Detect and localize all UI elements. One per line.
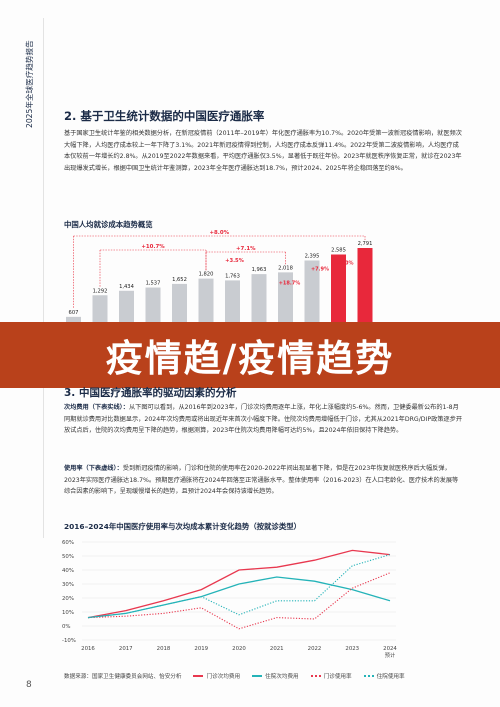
series-line bbox=[87, 554, 391, 619]
x-tick-label: 2017 bbox=[119, 646, 133, 652]
cost-text: 从下图可以看到，从2016年到2023年，门诊次均费用逐年上涨，年化上涨幅度约5… bbox=[64, 404, 463, 435]
side-title: 2025年全球医疗趋势报告 bbox=[22, 10, 36, 130]
legend-inpatient-usage: 住院使用率 bbox=[363, 672, 405, 680]
bar-chart-title: 中国人均就诊成本趋势概览 bbox=[64, 220, 153, 229]
bar-value-label: 2,791 bbox=[358, 241, 373, 247]
legend-swatch bbox=[252, 675, 263, 677]
legend-label: 门诊次均费用 bbox=[206, 674, 241, 680]
bar-value-label: 1,763 bbox=[225, 273, 240, 279]
y-tick-label: 50% bbox=[62, 554, 74, 560]
x-tick-label: 2019 bbox=[194, 646, 208, 652]
x-tick-label: 2021 bbox=[270, 646, 284, 652]
watermark-text: 疫情趋/疫情趋势 bbox=[105, 337, 395, 380]
x-tick-label: 2016 bbox=[81, 646, 95, 652]
bar-value-label: 2,018 bbox=[278, 265, 293, 271]
legend-label: 住院次均费用 bbox=[265, 674, 299, 680]
series-line bbox=[87, 572, 391, 630]
bar-chart: 607 1,292 1,434 1,537 1,652 1,820 1,763 1,963 2,… bbox=[60, 230, 390, 337]
page-number: 8 bbox=[26, 680, 32, 690]
y-tick-label: 60% bbox=[62, 540, 74, 546]
y-tick-label: 40% bbox=[62, 568, 74, 574]
page-divider bbox=[43, 18, 44, 538]
bar-value-label: 607 bbox=[69, 310, 79, 316]
section-2-paragraph: 基于国家卫生统计年鉴的相关数据分析，在新冠疫情前（2011年–2019年）年化医… bbox=[64, 130, 462, 172]
annotation-precovid-label: +10.7% bbox=[141, 244, 165, 250]
bar-mark bbox=[251, 274, 267, 336]
usage-text: 受到新冠疫情的影响，门诊和住院的使用率在2020-2022年间出现显著下降，但是… bbox=[64, 465, 459, 496]
bar-value-label: 1,963 bbox=[252, 267, 267, 273]
bar-mark bbox=[357, 248, 373, 336]
legend-inpatient-cost: 住院次均费用 bbox=[252, 672, 299, 680]
x-tick-label: 2023 bbox=[345, 646, 359, 652]
bar-mark bbox=[304, 260, 320, 336]
section-3-title: 3. 中国医疗通胀率的驱动因素的分析 bbox=[64, 387, 237, 399]
x-tick-label: 2018 bbox=[157, 646, 171, 652]
series-line bbox=[87, 549, 391, 619]
line-chart-legend: 数据来源：国家卫生健康委员会网站、怡安分析 门诊次均费用 住院次均费用 门诊使用… bbox=[64, 672, 464, 680]
bar-mark bbox=[278, 272, 293, 336]
annotation-2024: +7.9% bbox=[311, 266, 329, 272]
x-tick-label: 2022 bbox=[308, 646, 322, 652]
annotation-covid-avg: +3.5% bbox=[225, 258, 245, 264]
usage-label: 使用率（下表虚线）： bbox=[64, 465, 123, 472]
legend-outpatient-usage: 门诊使用率 bbox=[310, 672, 352, 680]
section-3-para-1: 次均费用（下表实线）：从下图可以看到，从2016年到2023年，门诊次均费用逐年… bbox=[64, 402, 464, 437]
annotation-covid-label: +7.1% bbox=[236, 246, 256, 252]
section-3-para-2: 使用率（下表虚线）：受到新冠疫情的影响，门诊和住院的使用率在2020-2022年… bbox=[64, 463, 464, 498]
cost-label: 次均费用（下表实线）： bbox=[64, 404, 129, 411]
legend-swatch bbox=[310, 675, 321, 677]
bar-value-label: 2,395 bbox=[305, 253, 320, 259]
legend-label: 门诊使用率 bbox=[323, 674, 352, 680]
side-title-text: 2025年全球医疗趋势报告 bbox=[24, 40, 34, 128]
x-tick-label: 2020 bbox=[232, 646, 246, 652]
bar-value-label: 2,585 bbox=[331, 247, 346, 253]
bar-mark bbox=[331, 254, 346, 336]
annotation-2023: +18.7% bbox=[279, 280, 301, 286]
bar-value-label: 1,652 bbox=[172, 277, 187, 283]
annotation-2025: +8.0% bbox=[335, 260, 353, 266]
line-chart-title: 2016–2024年中国医疗使用率与次均成本累计变化趋势（按就诊类型） bbox=[64, 522, 301, 531]
y-tick-label: 30% bbox=[62, 582, 74, 588]
y-tick-label: 20% bbox=[62, 596, 74, 602]
watermark-banner: 疫情趋/疫情趋势 bbox=[0, 322, 500, 388]
y-tick-label: -10% bbox=[62, 638, 76, 644]
bar-value-label: 1,434 bbox=[119, 284, 135, 290]
bar-value-label: 1,537 bbox=[146, 281, 161, 287]
data-source: 数据来源：国家卫生健康委员会网站、怡安分析 bbox=[64, 674, 182, 680]
annotation-overall-label: +8.0% bbox=[210, 230, 230, 236]
bar-value-label: 1,820 bbox=[199, 272, 214, 278]
y-tick-label: 10% bbox=[62, 610, 74, 616]
legend-swatch bbox=[193, 675, 204, 677]
bar-value-label: 1,292 bbox=[93, 288, 108, 294]
legend-swatch bbox=[363, 675, 374, 677]
legend-label: 住院使用率 bbox=[376, 674, 405, 680]
legend-outpatient-cost: 门诊次均费用 bbox=[193, 672, 240, 680]
section-2-title: 2. 基于卫生统计数据的中国医疗通胀率 bbox=[64, 109, 265, 123]
y-tick-label: 0% bbox=[62, 624, 71, 630]
bar-mark bbox=[198, 278, 214, 336]
line-chart: 60% 50% 40% 30% 20% 10% 0% -10% 2016 2017 2018 2019… bbox=[62, 540, 397, 659]
x-tick-label: 2024 bbox=[383, 646, 397, 652]
x-tick-suffix: 预计 bbox=[385, 651, 395, 659]
